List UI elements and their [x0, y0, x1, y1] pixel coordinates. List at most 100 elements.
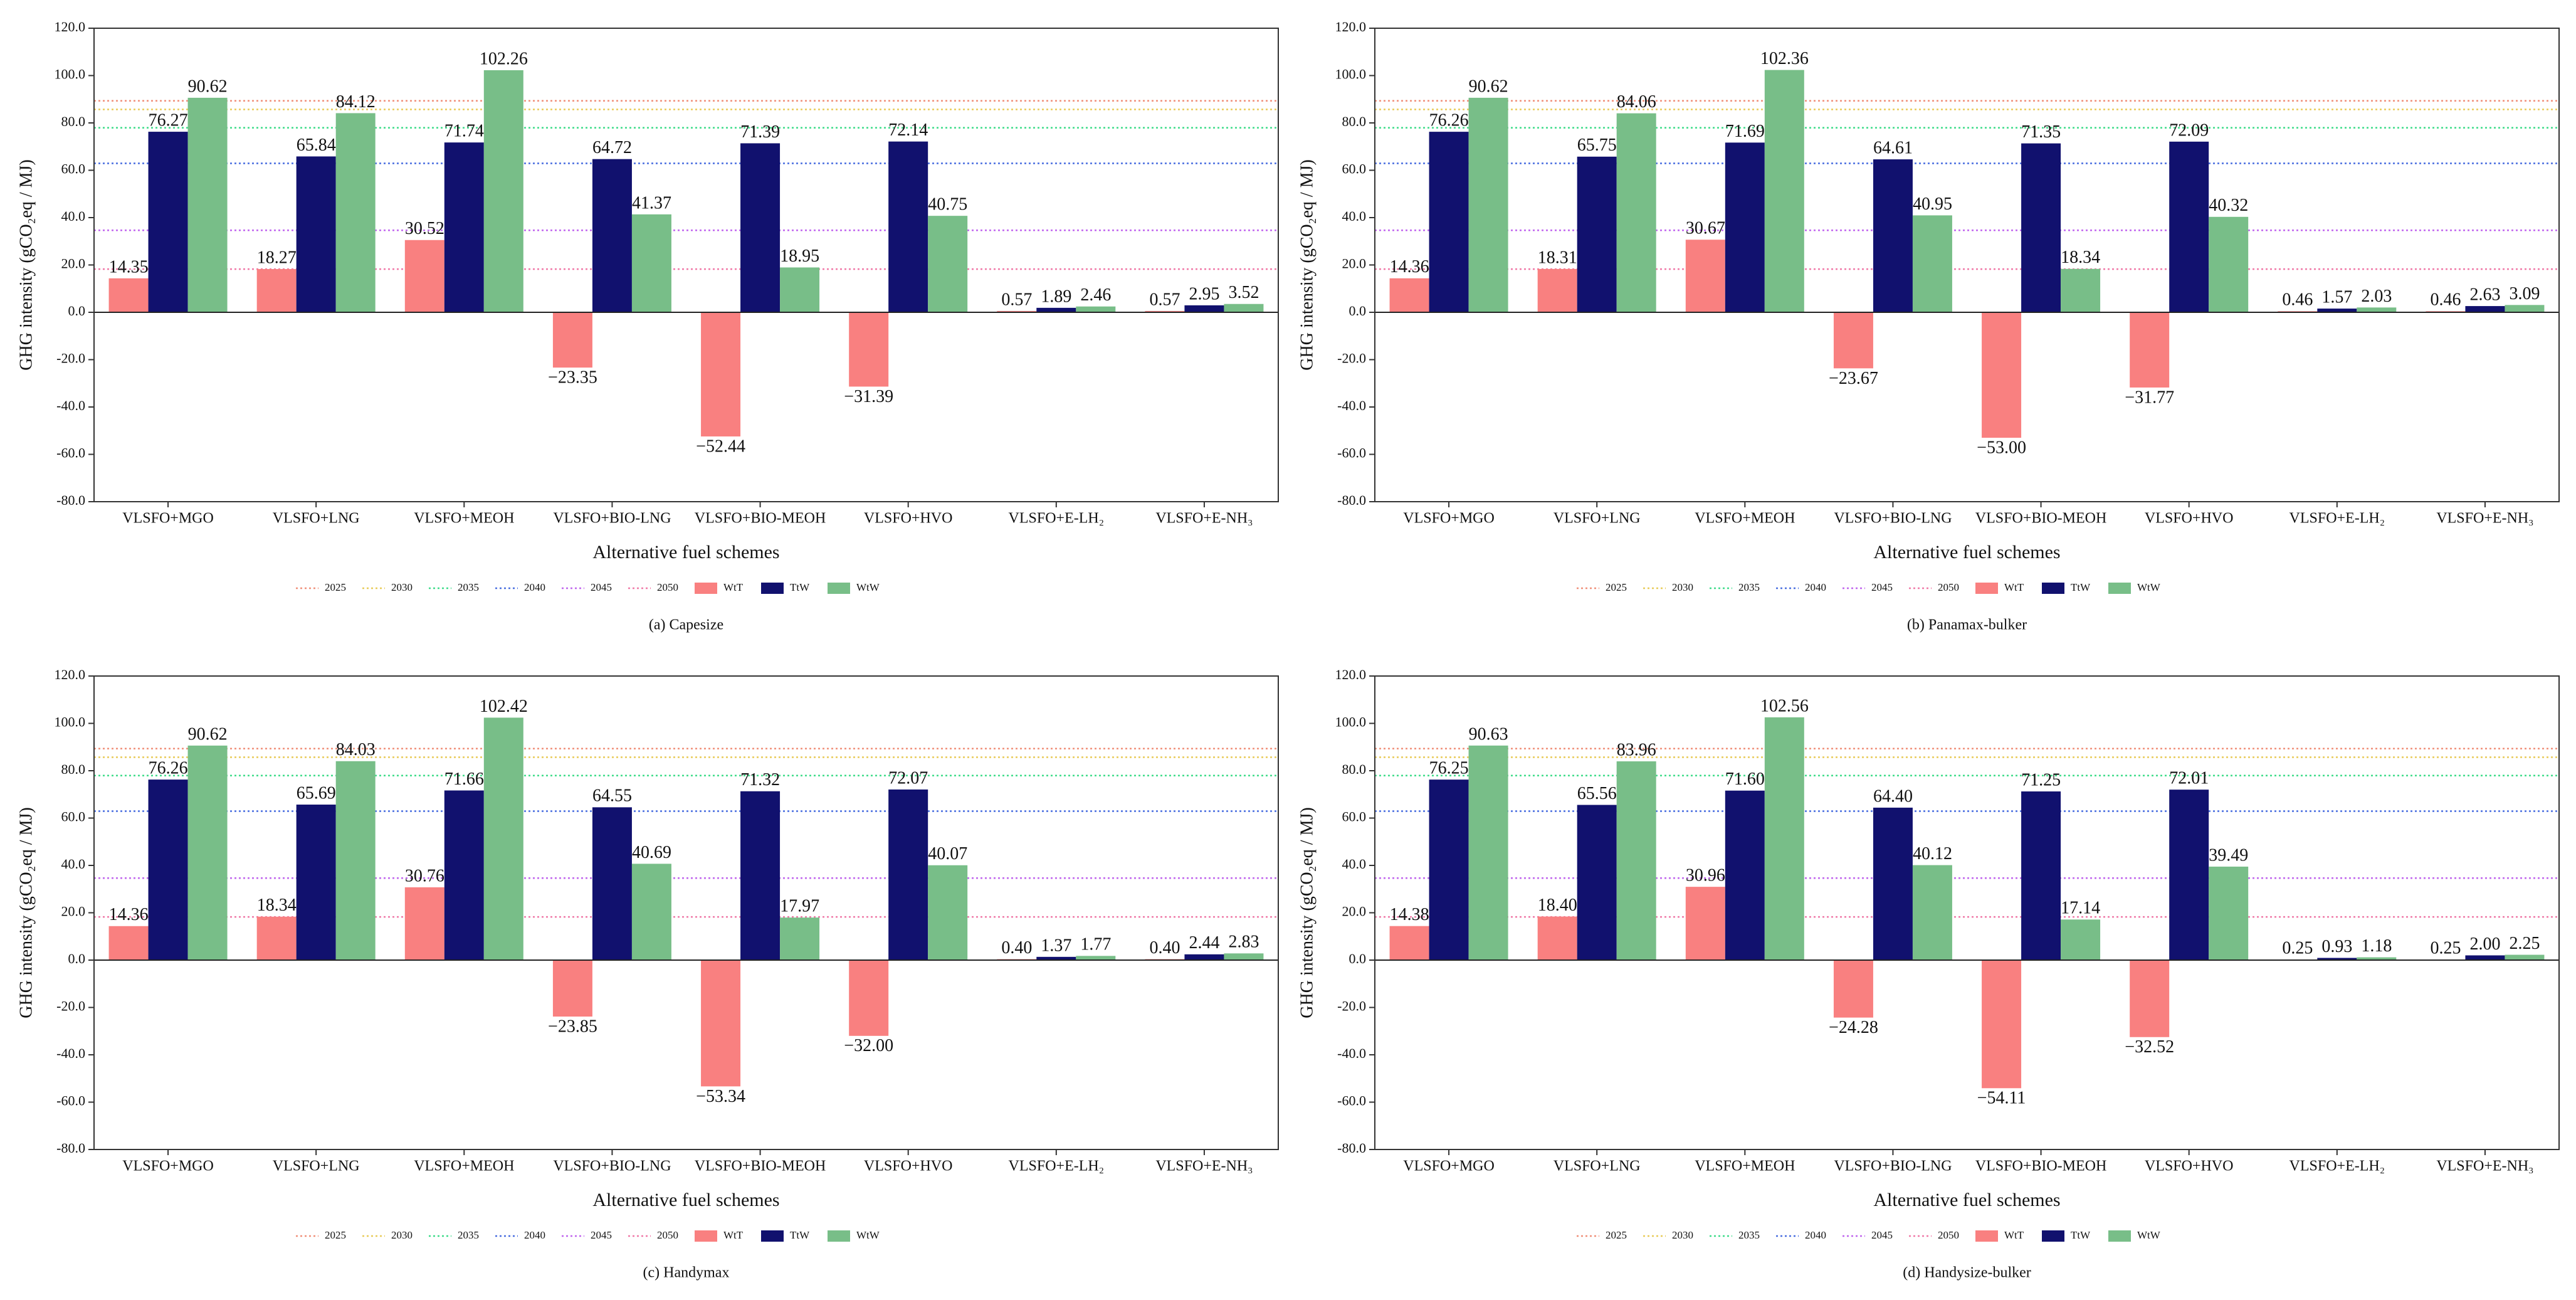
bar: [444, 790, 484, 960]
x-tick-label: VLSFO+BIO-LNG: [553, 510, 671, 527]
data-label: 30.52: [405, 219, 444, 238]
y-tick-label: 40.0: [61, 856, 86, 872]
data-label: 18.31: [1538, 248, 1577, 267]
bar: [849, 960, 889, 1036]
data-label: 71.69: [1725, 122, 1765, 141]
data-label: 2.25: [2509, 934, 2540, 953]
data-label: −31.77: [2125, 388, 2174, 407]
y-tick-label: 0.0: [1349, 303, 1367, 319]
data-label: 1.89: [1041, 287, 1071, 306]
data-label: 1.18: [2361, 936, 2392, 956]
bar: [740, 791, 781, 960]
legend-label: TtW: [2071, 581, 2091, 593]
y-tick-label: 60.0: [1342, 809, 1367, 825]
y-tick-label: 60.0: [1342, 161, 1367, 177]
y-tick-label: 20.0: [1342, 904, 1367, 919]
data-label: 3.09: [2509, 284, 2540, 304]
x-tick-label: VLSFO+E-LH₂: [2289, 510, 2385, 527]
bar: [1873, 159, 1913, 312]
x-axis-label: Alternative fuel schemes: [592, 1190, 779, 1210]
data-label: 72.09: [2169, 120, 2209, 140]
bar: [888, 789, 928, 960]
bar: [2505, 305, 2545, 312]
bar: [2209, 216, 2249, 312]
y-tick-label: 80.0: [1342, 114, 1367, 129]
data-label: 1.37: [1041, 936, 1071, 955]
bar: [148, 132, 188, 312]
data-label: 17.97: [780, 897, 819, 916]
bar: [1685, 240, 1725, 312]
y-tick-label: -40.0: [56, 1045, 85, 1061]
chart-panel: -80.0 -60.0 -40.0 -20.0 0.0 20.0 40.0 60.0 80.0 1…: [16, 19, 1279, 633]
bar: [1912, 865, 1952, 960]
bar: [631, 864, 671, 960]
y-tick-label: 0.0: [68, 303, 86, 319]
y-tick-label: 120.0: [55, 19, 86, 34]
data-label: 0.25: [2282, 938, 2313, 958]
bar: [928, 216, 968, 312]
legend-label: 2025: [325, 1229, 346, 1241]
chart-panel: -80.0 -60.0 -40.0 -20.0 0.0 20.0 40.0 60.0 80.0 1…: [1297, 667, 2560, 1281]
data-label: 2.00: [2469, 934, 2500, 954]
data-label: 40.95: [1913, 194, 1952, 214]
y-tick-label: 80.0: [1342, 761, 1367, 777]
bar: [1616, 113, 1656, 312]
bar: [1076, 306, 1116, 312]
y-axis-label: GHG intensity (gCO₂eq / MJ): [16, 159, 36, 370]
bar: [2357, 307, 2397, 312]
bar: [1873, 807, 1913, 960]
y-tick-label: -60.0: [56, 1093, 85, 1109]
data-label: 72.07: [888, 768, 928, 788]
bar: [2317, 958, 2357, 960]
bar: [1389, 278, 1429, 312]
data-label: 40.32: [2209, 196, 2248, 215]
data-label: 71.39: [740, 122, 780, 142]
x-tick-label: VLSFO+MEOH: [1695, 510, 1795, 527]
y-tick-label: -80.0: [56, 492, 85, 508]
bar: [592, 159, 632, 312]
bar: [701, 312, 741, 436]
y-tick-label: -80.0: [1337, 492, 1366, 508]
data-label: 14.36: [109, 905, 149, 924]
x-tick-label: VLSFO+BIO-LNG: [1834, 510, 1952, 527]
data-label: 64.55: [592, 786, 632, 806]
x-tick-label: VLSFO+HVO: [2145, 510, 2234, 527]
x-tick-label: VLSFO+E-NH₃: [2436, 510, 2533, 527]
data-label: 102.56: [1760, 696, 1809, 716]
plot-frame: [93, 675, 1279, 1150]
x-tick-label: VLSFO+HVO: [2145, 1158, 2234, 1175]
bar: [2061, 268, 2101, 312]
bar: [2505, 954, 2545, 960]
y-tick-label: -60.0: [1337, 445, 1366, 461]
data-label: 18.40: [1538, 896, 1577, 915]
bar: [2130, 960, 2170, 1037]
data-label: 65.75: [1577, 135, 1617, 155]
y-tick-label: 20.0: [1342, 256, 1367, 272]
data-label: 18.34: [2061, 248, 2100, 267]
data-label: 72.14: [888, 120, 928, 140]
bar: [1982, 312, 2022, 438]
legend-label: 2050: [657, 1229, 678, 1241]
data-label: 0.25: [2430, 938, 2461, 958]
data-label: 71.32: [740, 770, 780, 790]
legend-swatch: [828, 1230, 850, 1242]
data-label: 0.57: [1001, 290, 1032, 309]
bar: [1184, 305, 1224, 312]
x-tick-label: VLSFO+MGO: [1403, 510, 1495, 527]
bar: [2169, 141, 2209, 313]
data-label: 76.26: [149, 759, 188, 778]
data-label: 30.67: [1686, 219, 1725, 238]
y-tick-label: -40.0: [1337, 1045, 1366, 1061]
bar: [444, 142, 484, 312]
bar: [2130, 312, 2170, 388]
x-tick-label: VLSFO+MEOH: [414, 1158, 514, 1175]
plot-frame: [1374, 675, 2560, 1150]
x-tick-label: VLSFO+MGO: [1403, 1158, 1495, 1175]
legend-label: 2025: [325, 581, 346, 593]
bar: [1764, 70, 1804, 312]
bar: [1764, 717, 1804, 960]
bar: [780, 917, 820, 960]
bar: [483, 717, 523, 960]
bar: [2021, 143, 2061, 312]
